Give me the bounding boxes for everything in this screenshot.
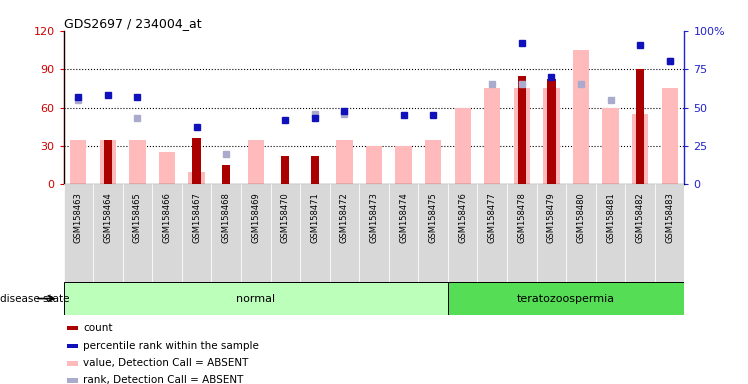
- Text: GSM158471: GSM158471: [310, 192, 319, 243]
- Bar: [67, 344, 78, 348]
- Bar: [625, 184, 654, 284]
- Bar: [337, 139, 352, 184]
- Bar: [543, 88, 560, 184]
- Bar: [104, 139, 112, 184]
- Bar: [518, 76, 526, 184]
- Text: GSM158479: GSM158479: [547, 192, 556, 243]
- Bar: [159, 152, 175, 184]
- Text: rank, Detection Call = ABSENT: rank, Detection Call = ABSENT: [84, 376, 244, 384]
- Bar: [241, 184, 271, 284]
- Bar: [64, 282, 448, 315]
- Text: teratozoospermia: teratozoospermia: [517, 293, 615, 304]
- Bar: [94, 184, 123, 284]
- Bar: [507, 184, 536, 284]
- Bar: [67, 361, 78, 366]
- Text: GDS2697 / 234004_at: GDS2697 / 234004_at: [64, 17, 201, 30]
- Bar: [271, 184, 300, 284]
- Text: GSM158472: GSM158472: [340, 192, 349, 243]
- Text: disease state: disease state: [0, 293, 70, 304]
- Bar: [153, 184, 182, 284]
- Bar: [448, 282, 684, 315]
- Bar: [448, 184, 477, 284]
- Bar: [281, 156, 289, 184]
- Bar: [389, 184, 418, 284]
- Bar: [654, 184, 684, 284]
- Bar: [64, 184, 94, 284]
- Bar: [192, 138, 200, 184]
- Text: GSM158465: GSM158465: [133, 192, 142, 243]
- Text: percentile rank within the sample: percentile rank within the sample: [84, 341, 260, 351]
- Bar: [573, 50, 589, 184]
- Text: GSM158477: GSM158477: [488, 192, 497, 243]
- Bar: [514, 88, 530, 184]
- Text: GSM158482: GSM158482: [636, 192, 645, 243]
- Bar: [359, 184, 389, 284]
- Text: GSM158467: GSM158467: [192, 192, 201, 243]
- Bar: [129, 139, 146, 184]
- Text: GSM158474: GSM158474: [399, 192, 408, 243]
- Text: GSM158463: GSM158463: [74, 192, 83, 243]
- Bar: [67, 378, 78, 383]
- Text: GSM158464: GSM158464: [103, 192, 112, 243]
- Bar: [632, 114, 649, 184]
- Bar: [123, 184, 153, 284]
- Text: GSM158466: GSM158466: [162, 192, 171, 243]
- Bar: [188, 172, 205, 184]
- Bar: [595, 184, 625, 284]
- Bar: [455, 108, 470, 184]
- Bar: [548, 79, 556, 184]
- Text: GSM158480: GSM158480: [577, 192, 586, 243]
- Text: GSM158468: GSM158468: [221, 192, 230, 243]
- Text: GSM158483: GSM158483: [665, 192, 674, 243]
- Text: normal: normal: [236, 293, 275, 304]
- Bar: [636, 69, 644, 184]
- Text: value, Detection Call = ABSENT: value, Detection Call = ABSENT: [84, 358, 249, 368]
- Text: GSM158473: GSM158473: [370, 192, 378, 243]
- Bar: [602, 108, 619, 184]
- Bar: [425, 139, 441, 184]
- Bar: [99, 139, 116, 184]
- Bar: [248, 139, 264, 184]
- Bar: [366, 146, 382, 184]
- Bar: [477, 184, 507, 284]
- Bar: [484, 88, 500, 184]
- Text: GSM158475: GSM158475: [429, 192, 438, 243]
- Bar: [222, 165, 230, 184]
- Bar: [212, 184, 241, 284]
- Text: count: count: [84, 323, 113, 333]
- Bar: [310, 156, 319, 184]
- Text: GSM158469: GSM158469: [251, 192, 260, 243]
- Bar: [70, 139, 87, 184]
- Bar: [661, 88, 678, 184]
- Bar: [418, 184, 448, 284]
- Bar: [67, 326, 78, 331]
- Bar: [300, 184, 330, 284]
- Bar: [396, 146, 411, 184]
- Bar: [566, 184, 595, 284]
- Bar: [330, 184, 359, 284]
- Bar: [182, 184, 212, 284]
- Text: GSM158478: GSM158478: [518, 192, 527, 243]
- Bar: [536, 184, 566, 284]
- Text: GSM158481: GSM158481: [606, 192, 615, 243]
- Text: GSM158476: GSM158476: [459, 192, 468, 243]
- Text: GSM158470: GSM158470: [280, 192, 289, 243]
